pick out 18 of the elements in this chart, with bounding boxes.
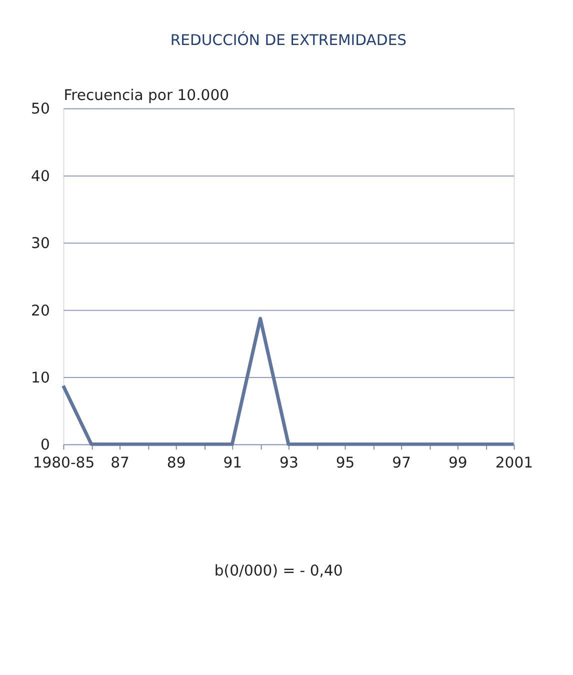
text: b(0/000) = - 0,40 bbox=[214, 562, 343, 580]
x-tick-label: 87 bbox=[110, 454, 130, 472]
y-tick-label: 10 bbox=[31, 369, 50, 386]
x-tick-label: 97 bbox=[392, 454, 412, 472]
x-tick-label: 2001 bbox=[495, 454, 534, 472]
y-tick-label: 40 bbox=[31, 168, 50, 185]
x-tick-label: 89 bbox=[166, 454, 186, 472]
x-tick-label: 1980-85 bbox=[32, 454, 95, 472]
y-tick-label: 20 bbox=[31, 302, 50, 320]
chart-title: REDUCCIÓN DE EXTREMIDADES bbox=[170, 31, 407, 50]
x-tick-label: 95 bbox=[336, 454, 355, 472]
y-tick-label: 30 bbox=[31, 235, 50, 252]
x-tick-label: 99 bbox=[448, 454, 468, 472]
y-tick-label: 0 bbox=[40, 436, 50, 454]
y-tick-label: 50 bbox=[31, 100, 50, 118]
x-tick-label: 91 bbox=[223, 454, 242, 472]
x-tick-label: 93 bbox=[280, 454, 298, 472]
y-axis-title: Frecuencia por 10.000 bbox=[64, 86, 230, 104]
